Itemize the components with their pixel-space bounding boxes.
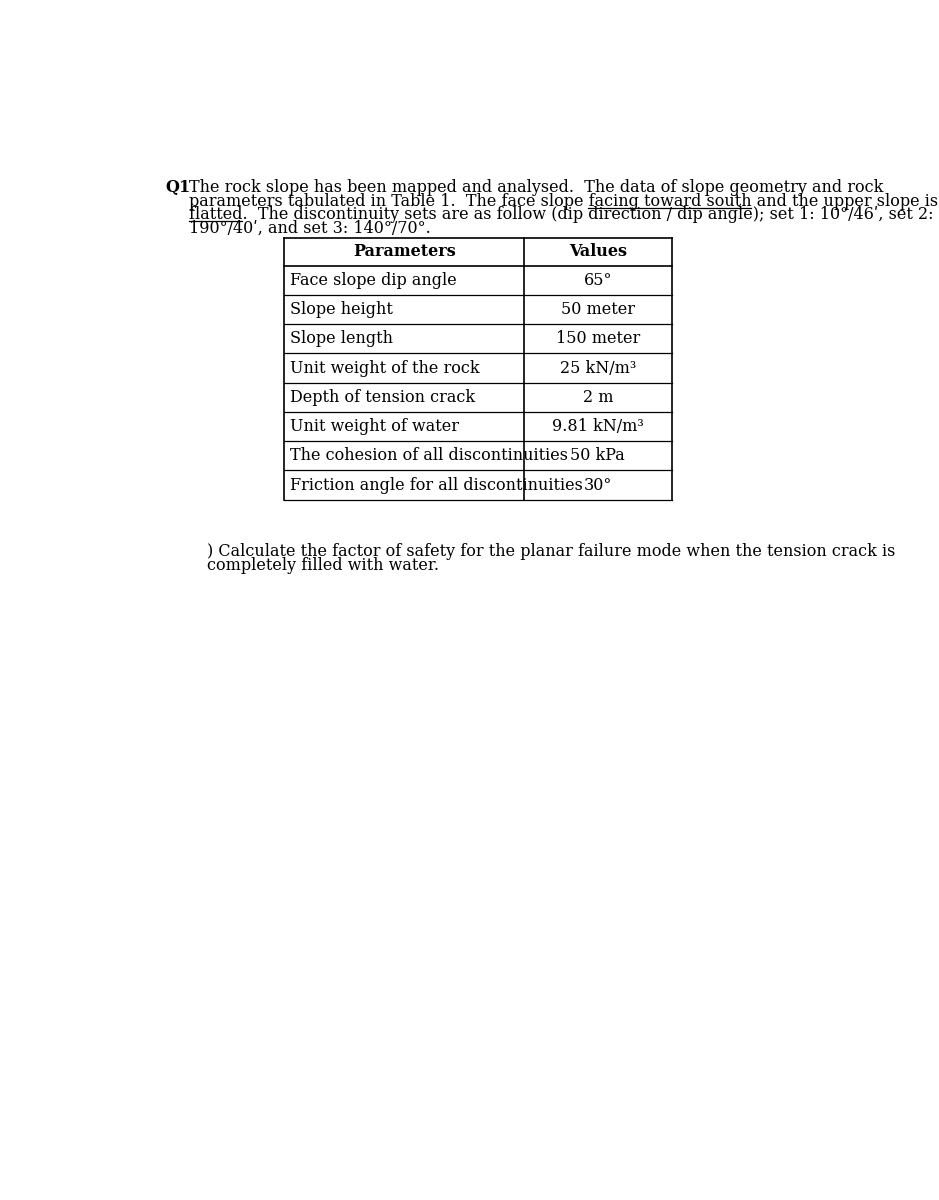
Text: Unit weight of the rock: Unit weight of the rock [290,360,480,377]
Text: 25 kN/m³: 25 kN/m³ [560,360,636,377]
Text: ) Calculate the factor of safety for the planar failure mode when the tension cr: ) Calculate the factor of safety for the… [208,542,896,560]
Text: Values: Values [569,244,627,260]
Text: 2 m: 2 m [582,389,613,406]
Text: completely filled with water.: completely filled with water. [208,557,439,574]
Text: Parameters: Parameters [353,244,455,260]
Text: Slope length: Slope length [290,330,393,347]
Text: Depth of tension crack: Depth of tension crack [290,389,475,406]
Text: Q1: Q1 [165,179,191,196]
Text: Face slope dip angle: Face slope dip angle [290,271,457,289]
Text: 150 meter: 150 meter [556,330,640,347]
Text: Friction angle for all discontinuities: Friction angle for all discontinuities [290,476,583,493]
Text: Slope height: Slope height [290,301,393,318]
Text: The cohesion of all discontinuities: The cohesion of all discontinuities [290,448,568,464]
Text: 190°/40ʹ, and set 3: 140°/70°.: 190°/40ʹ, and set 3: 140°/70°. [189,221,430,238]
Text: 65°: 65° [584,271,612,289]
Text: flatted.  The discontinuity sets are as follow (dip direction / dip angle); set : flatted. The discontinuity sets are as f… [189,206,933,223]
Text: 50 kPa: 50 kPa [571,448,625,464]
Text: The rock slope has been mapped and analysed.  The data of slope geometry and roc: The rock slope has been mapped and analy… [189,179,883,196]
Text: Unit weight of water: Unit weight of water [290,418,459,436]
Text: 50 meter: 50 meter [561,301,635,318]
Text: parameters tabulated in Table 1.  The face slope facing toward south and the upp: parameters tabulated in Table 1. The fac… [189,192,938,210]
Text: 30°: 30° [584,476,612,493]
Text: 9.81 kN/m³: 9.81 kN/m³ [552,418,644,436]
